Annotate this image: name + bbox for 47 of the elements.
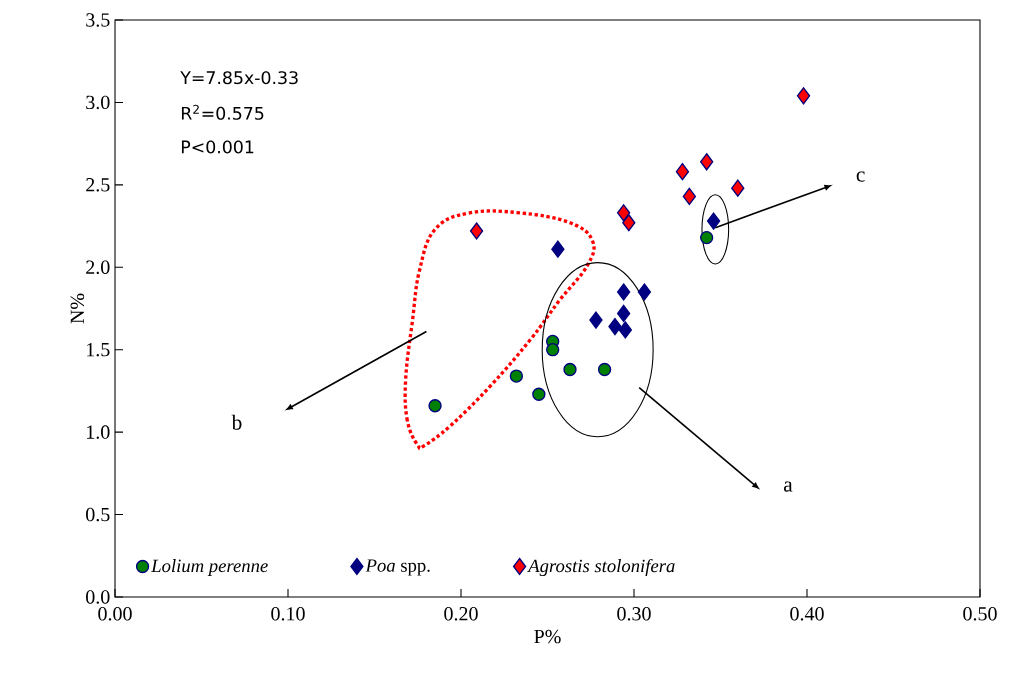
point — [616, 204, 631, 222]
point — [616, 283, 631, 301]
point — [597, 362, 612, 377]
x-tick-label: 0.50 — [963, 607, 997, 621]
point — [618, 321, 633, 339]
annotation: R$^{2}$=0.575 — [181, 104, 264, 120]
point — [608, 317, 622, 336]
point — [532, 387, 546, 401]
legend-label: Poa spp. — [365, 559, 430, 576]
point — [731, 179, 745, 197]
y-tick-label: 1.0 — [87, 425, 110, 439]
point — [682, 187, 697, 206]
point — [616, 304, 631, 323]
x-axis-title: P% — [534, 629, 561, 644]
y-tick-label: 0.0 — [86, 590, 110, 604]
point — [637, 283, 652, 301]
point — [546, 343, 560, 357]
legend-label: Agrostis stolonifera — [527, 558, 675, 577]
x-tick-label: 0.20 — [444, 607, 478, 621]
y-tick-label: 1.5 — [87, 342, 110, 357]
point — [551, 240, 565, 258]
y-tick-label: 0.5 — [86, 507, 110, 522]
y-axis-title: N% — [70, 293, 85, 324]
x-tick-label: 0.00 — [98, 607, 132, 621]
point — [796, 87, 811, 105]
x-tick-label: 0.40 — [790, 607, 824, 621]
y-tick-label: 2.0 — [86, 260, 110, 275]
x-tick-label: 0.10 — [271, 607, 305, 621]
y-tick-label: 2.5 — [86, 178, 110, 192]
point — [589, 311, 603, 329]
annotation: b — [231, 414, 242, 430]
point — [622, 214, 636, 232]
point — [699, 230, 714, 245]
point — [699, 153, 714, 171]
y-tick-label: 3.5 — [86, 13, 110, 27]
annotation: P<0.001 — [181, 140, 254, 154]
x-tick-label: 0.30 — [617, 607, 651, 621]
legend-label: Lolium perenne — [151, 559, 268, 576]
point — [428, 399, 442, 413]
annotation: a — [783, 481, 793, 492]
point — [469, 222, 484, 240]
y-tick-label: 3.0 — [86, 95, 110, 110]
annotation: c — [856, 171, 865, 182]
point — [675, 162, 690, 181]
point — [509, 369, 524, 383]
point — [563, 362, 577, 377]
annotation: Y=7.85x-0.33 — [180, 71, 298, 85]
